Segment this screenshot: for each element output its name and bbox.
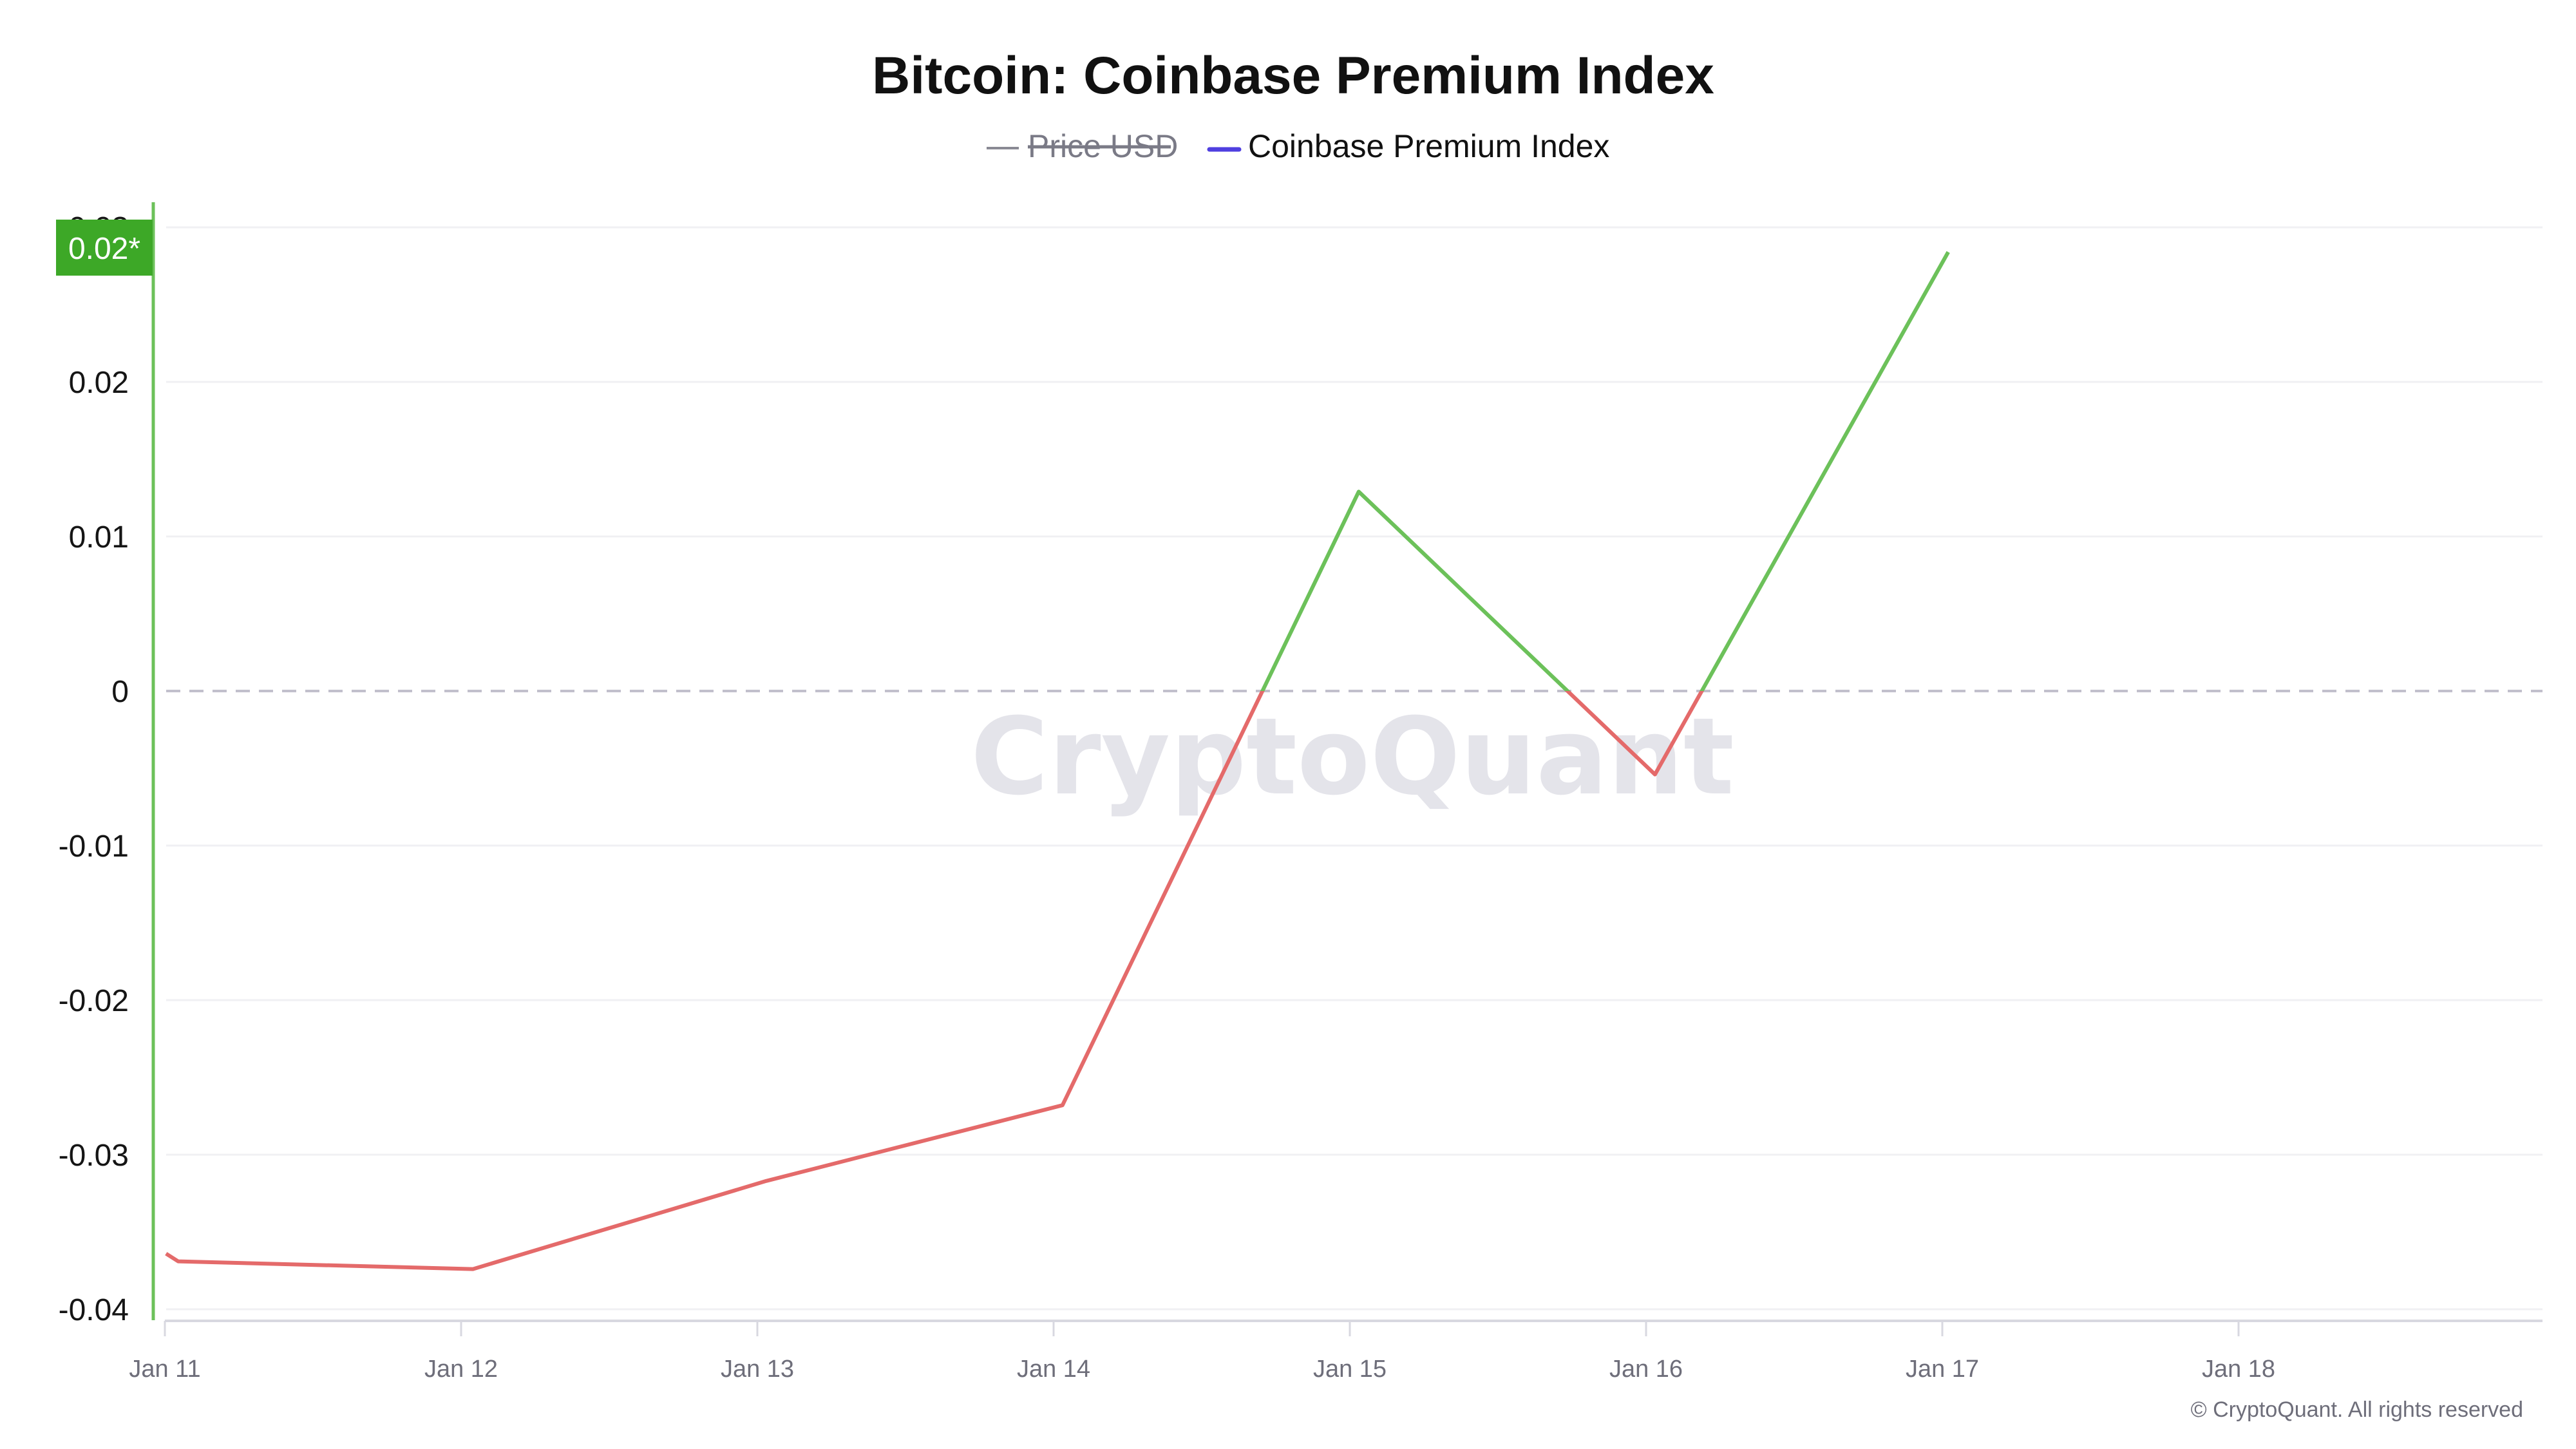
x-tick-label: Jan 13 xyxy=(721,1356,794,1383)
y-axis: 0.030.020.010-0.01-0.02-0.03-0.04 xyxy=(59,211,129,1327)
gridlines xyxy=(166,226,2543,1311)
x-tick-label: Jan 14 xyxy=(1017,1356,1090,1383)
x-tick-label: Jan 17 xyxy=(1906,1356,1979,1383)
y-tick-label: 0.01 xyxy=(69,520,129,554)
y-tick-label: 0 xyxy=(111,675,129,709)
current-value-badge-label: 0.02* xyxy=(68,232,140,266)
x-tick-label: Jan 18 xyxy=(2202,1356,2275,1383)
series-coinbase-premium-index xyxy=(165,251,1950,1271)
x-axis: Jan 11 Jan 12 Jan 13 Jan 14 Jan 15 Jan 16 Jan … xyxy=(129,1321,2275,1383)
x-tick-label: Jan 16 xyxy=(1609,1356,1683,1383)
y-tick-label: 0.02 xyxy=(69,366,129,400)
x-tick-label: Jan 12 xyxy=(424,1356,498,1383)
x-tick-label: Jan 11 xyxy=(129,1356,200,1383)
y-tick-label: -0.02 xyxy=(59,984,129,1018)
y-tick-label: -0.03 xyxy=(59,1139,129,1173)
y-tick-label: -0.04 xyxy=(59,1293,129,1327)
legend: Price USD Coinbase Premium Index xyxy=(987,128,1609,164)
current-value-badge: 0.02* xyxy=(56,220,153,276)
copyright-footer: © CryptoQuant. All rights reserved xyxy=(2191,1397,2523,1422)
legend-item-price-usd[interactable]: Price USD xyxy=(987,128,1178,164)
x-tick-label: Jan 15 xyxy=(1313,1356,1387,1383)
series-line-negative xyxy=(165,691,1704,1271)
watermark: CryptoQuant xyxy=(971,695,1734,819)
legend-item-coinbase-premium-index[interactable]: Coinbase Premium Index xyxy=(1207,128,1609,164)
y-tick-label: -0.01 xyxy=(59,829,129,864)
legend-label-coinbase-premium-index: Coinbase Premium Index xyxy=(1248,128,1609,164)
chart-title: Bitcoin: Coinbase Premium Index xyxy=(872,46,1714,105)
